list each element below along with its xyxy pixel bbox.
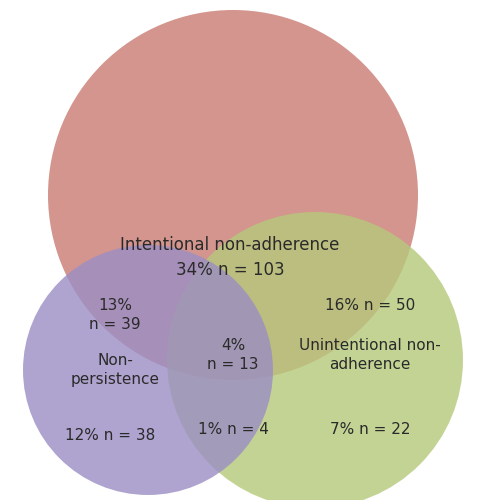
Text: 34% n = 103: 34% n = 103 [176,261,284,279]
Text: 13%
n = 39: 13% n = 39 [89,298,141,332]
Text: Unintentional non-
adherence: Unintentional non- adherence [299,338,441,372]
Text: 1% n = 4: 1% n = 4 [197,422,269,438]
Text: 12% n = 38: 12% n = 38 [65,428,155,442]
Text: 4%
n = 13: 4% n = 13 [207,338,259,372]
Text: Intentional non-adherence: Intentional non-adherence [120,236,340,254]
Circle shape [48,10,418,380]
Text: Non-
persistence: Non- persistence [71,352,160,388]
Text: 16% n = 50: 16% n = 50 [325,298,415,312]
Circle shape [167,212,463,500]
Text: 7% n = 22: 7% n = 22 [330,422,410,438]
Circle shape [23,245,273,495]
